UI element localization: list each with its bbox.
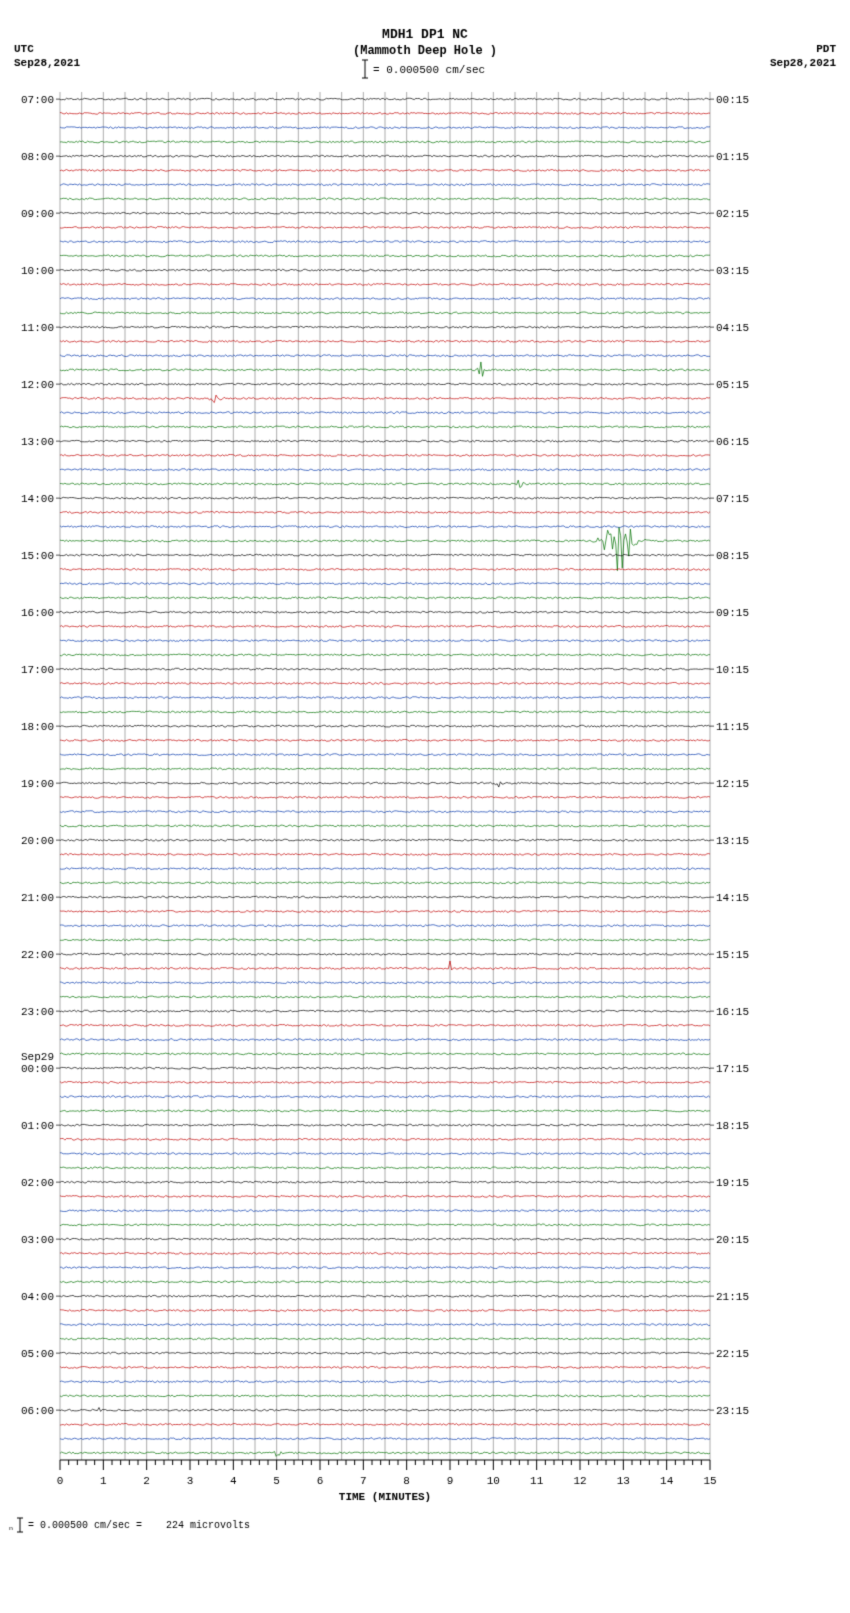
seismogram-canvas	[0, 0, 850, 1560]
